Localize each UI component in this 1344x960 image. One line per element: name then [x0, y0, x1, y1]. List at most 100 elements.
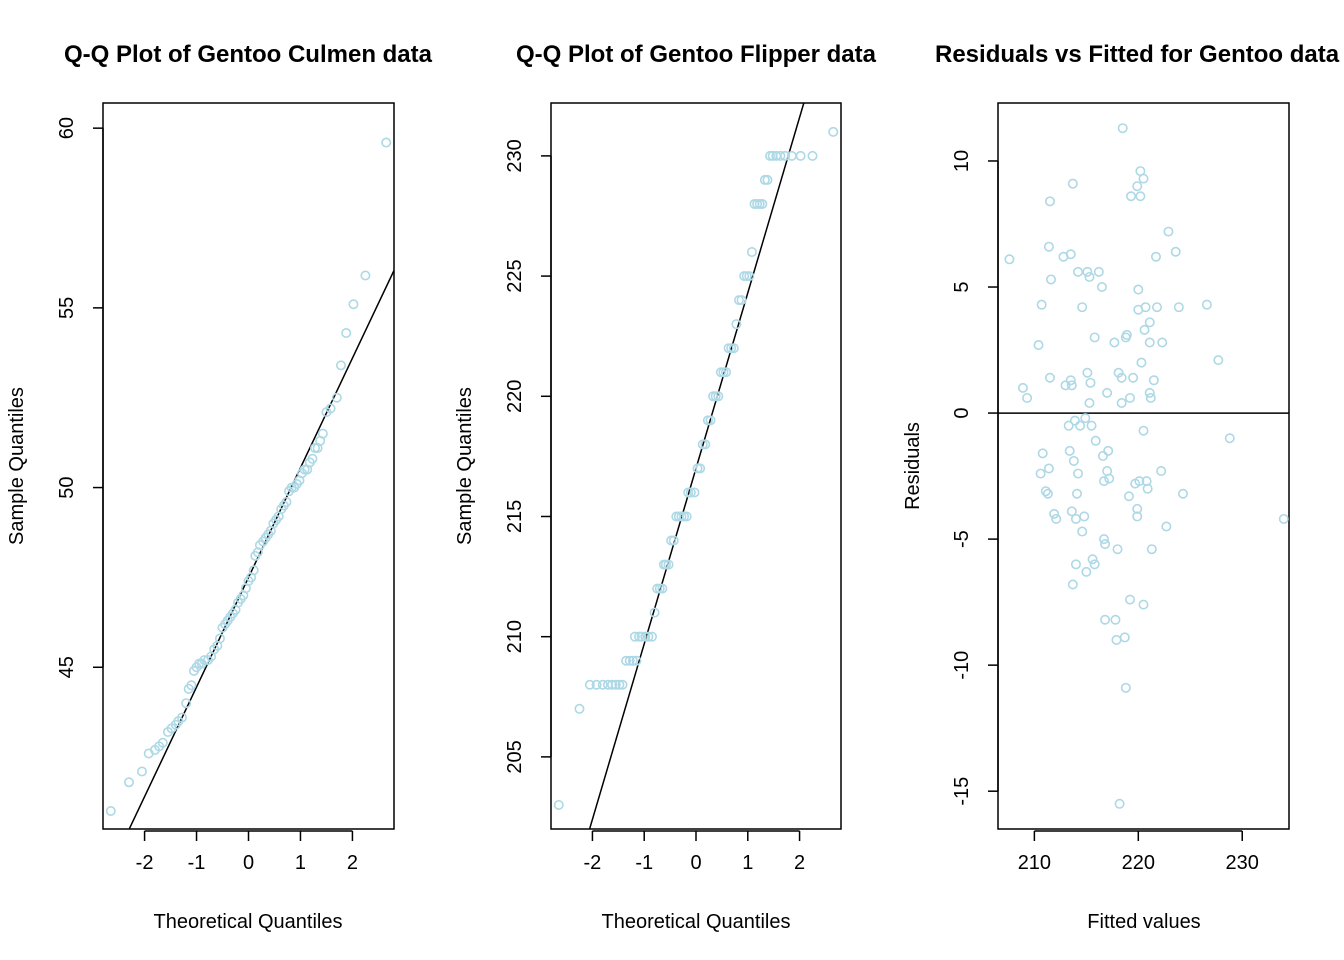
- data-point: [1043, 241, 1054, 252]
- data-point: [780, 150, 791, 161]
- data-point: [597, 679, 608, 690]
- data-point: [1144, 317, 1155, 328]
- data-point: [1089, 559, 1100, 570]
- data-point: [621, 655, 632, 666]
- data-point: [757, 198, 768, 209]
- data-point: [1116, 372, 1127, 383]
- data-point: [700, 439, 711, 450]
- data-point: [713, 391, 724, 402]
- data-point: [1117, 123, 1128, 134]
- data-point: [1152, 302, 1163, 313]
- y-tick-label: 230: [504, 139, 526, 172]
- data-point: [1035, 468, 1046, 479]
- data-point: [341, 328, 352, 339]
- y-tick-label: 5: [951, 281, 973, 292]
- data-point: [1103, 445, 1114, 456]
- data-point: [136, 766, 147, 777]
- y-tick-label: 210: [504, 620, 526, 653]
- data-point: [1075, 420, 1086, 431]
- data-point: [1081, 566, 1092, 577]
- data-point: [1070, 559, 1081, 570]
- data-point: [1110, 614, 1121, 625]
- data-point: [640, 631, 651, 642]
- data-point: [1069, 415, 1080, 426]
- data-point: [1067, 178, 1078, 189]
- data-point: [1124, 392, 1135, 403]
- data-point: [663, 559, 674, 570]
- data-point: [1070, 513, 1081, 524]
- data-point: [348, 299, 359, 310]
- data-point: [1065, 249, 1076, 260]
- data-point: [1144, 337, 1155, 348]
- x-tick-label: 210: [1018, 852, 1051, 874]
- panel-residuals: Residuals vs Fitted for Gentoo data Fitt…: [902, 41, 1340, 933]
- data-point: [331, 392, 342, 403]
- data-point: [574, 703, 585, 714]
- data-point: [1126, 191, 1137, 202]
- data-point: [1213, 355, 1224, 366]
- data-point: [1132, 503, 1143, 514]
- data-point: [1099, 534, 1110, 545]
- data-point: [731, 319, 742, 330]
- data-point: [123, 777, 134, 788]
- data-point: [1073, 266, 1084, 277]
- data-point: [1080, 413, 1091, 424]
- x-tick-label: 220: [1122, 852, 1155, 874]
- x-tick-label: -2: [584, 852, 602, 874]
- data-point: [1042, 488, 1053, 499]
- y-tick-label: 215: [504, 500, 526, 533]
- data-point: [1138, 425, 1149, 436]
- x-tick-label: -1: [635, 852, 653, 874]
- data-point: [1133, 284, 1144, 295]
- data-point: [1177, 488, 1188, 499]
- data-point: [335, 360, 346, 371]
- y-tick-label: 50: [56, 476, 78, 498]
- data-point: [828, 126, 839, 137]
- data-point: [627, 655, 638, 666]
- data-point: [1132, 511, 1143, 522]
- data-point: [1044, 196, 1055, 207]
- data-point: [1136, 357, 1147, 368]
- data-point: [381, 137, 392, 148]
- y-axis-label: Residuals: [902, 422, 924, 510]
- data-point: [105, 806, 116, 817]
- data-point: [248, 565, 259, 576]
- data-point: [157, 737, 168, 748]
- data-point: [1044, 372, 1055, 383]
- data-point: [1100, 614, 1111, 625]
- data-point: [1043, 463, 1054, 474]
- data-point: [553, 799, 564, 810]
- data-point: [1173, 302, 1184, 313]
- y-tick-label: 0: [951, 408, 973, 419]
- x-tick-label: 2: [794, 852, 805, 874]
- x-tick-label: 2: [347, 852, 358, 874]
- data-point: [1120, 682, 1131, 693]
- x-tick-label: 0: [690, 852, 701, 874]
- data-point: [1097, 450, 1108, 461]
- data-point: [705, 415, 716, 426]
- data-point: [1079, 511, 1090, 522]
- data-point: [1100, 539, 1111, 550]
- data-point: [1124, 594, 1135, 605]
- data-point: [1077, 526, 1088, 537]
- data-point: [1036, 299, 1047, 310]
- data-point: [1201, 299, 1212, 310]
- data-point: [186, 680, 197, 691]
- data-point: [1139, 324, 1150, 335]
- data-point: [1090, 435, 1101, 446]
- data-point: [685, 487, 696, 498]
- x-tick-label: 1: [295, 852, 306, 874]
- data-point: [636, 631, 647, 642]
- y-tick-label: 225: [504, 259, 526, 292]
- data-point: [795, 150, 806, 161]
- reference-line: [588, 103, 805, 829]
- data-point: [1148, 375, 1159, 386]
- data-point: [1004, 254, 1015, 265]
- data-point: [746, 247, 757, 258]
- data-point: [631, 655, 642, 666]
- y-tick-label: -5: [951, 530, 973, 548]
- data-point: [1121, 329, 1132, 340]
- data-point: [1144, 387, 1155, 398]
- data-point: [695, 463, 706, 474]
